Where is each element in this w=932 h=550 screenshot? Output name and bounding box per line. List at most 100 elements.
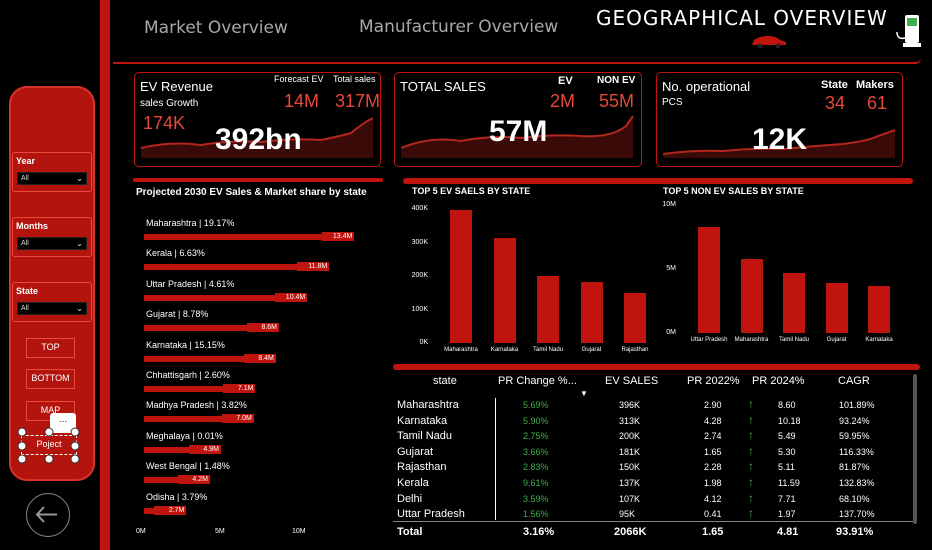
- section-divider: [133, 178, 383, 182]
- cell-pr-2024: 5.49: [778, 431, 796, 442]
- cell-ev-sales: 396K: [619, 400, 641, 410]
- x-tick: Karnataka: [490, 347, 519, 353]
- bar[interactable]: [144, 446, 221, 453]
- table-row[interactable]: [393, 430, 913, 445]
- x-tick: Karnataka: [865, 337, 893, 343]
- table-row[interactable]: [393, 415, 913, 430]
- bar[interactable]: [624, 292, 646, 343]
- ev-revenue-title: EV Revenue: [140, 79, 213, 94]
- months-select-value: All: [21, 240, 29, 247]
- col-header-state[interactable]: state: [433, 375, 457, 387]
- state-filter[interactable]: State All ⌄: [12, 282, 92, 322]
- bar[interactable]: [144, 325, 280, 332]
- cell-cagr: 68.10%: [839, 493, 870, 504]
- more-options-button[interactable]: ...: [50, 413, 76, 433]
- selection-handles: [17, 427, 80, 464]
- bar-label: Maharashtra | 19.17%: [146, 218, 235, 228]
- bar[interactable]: [144, 294, 308, 301]
- cell-pr-change: 5.69%: [523, 400, 549, 410]
- cell-state: Karnataka: [397, 414, 448, 427]
- total-sales-card: TOTAL SALES EV 2M NON EV 55M 57M: [394, 72, 642, 167]
- top-button[interactable]: TOP: [26, 338, 75, 358]
- bar[interactable]: [144, 386, 256, 392]
- bar[interactable]: [450, 210, 472, 343]
- bar[interactable]: [825, 283, 848, 333]
- year-filter[interactable]: Year All ⌄: [12, 152, 92, 192]
- y-tick: 0K: [419, 339, 428, 346]
- market-overview-link[interactable]: Market Overview: [144, 18, 288, 38]
- cell-ev-sales: 107K: [619, 493, 641, 504]
- ev-revenue-card: EV Revenue sales Growth 174K Forecast EV…: [134, 72, 381, 167]
- manufacturer-overview-link[interactable]: Manufacturer Overview: [359, 17, 559, 37]
- cell-state: Gujarat: [397, 445, 434, 458]
- cell-cagr: 93.24%: [839, 415, 870, 426]
- table-row[interactable]: [393, 446, 913, 461]
- col-header-ev-sales[interactable]: EV SALES: [605, 375, 659, 387]
- bar[interactable]: [537, 276, 559, 343]
- bar-value-label: 10.4M: [275, 292, 308, 302]
- total-sales-label: Total sales: [333, 74, 376, 84]
- cell-state: Kerala: [397, 477, 429, 489]
- cell-cagr: 132.83%: [839, 478, 875, 488]
- forecast-ev-value: 14M: [284, 91, 320, 111]
- total-sales-title: TOTAL SALES: [400, 79, 486, 94]
- months-filter[interactable]: Months All ⌄: [12, 217, 92, 257]
- bar[interactable]: [698, 226, 720, 333]
- y-tick: 400K: [411, 205, 428, 212]
- year-filter-label: Year: [16, 156, 36, 166]
- x-tick: Tamil Nadu: [778, 337, 809, 343]
- operational-sub: PCS: [662, 97, 683, 108]
- operational-card: No. operational PCS State 34 Makers 61 1…: [656, 72, 903, 167]
- bar[interactable]: [493, 238, 516, 343]
- section-divider: [403, 178, 913, 184]
- col-header-cagr[interactable]: CAGR: [838, 375, 870, 387]
- cell-pr-2022: 1.98: [704, 478, 722, 488]
- bar-value-label: 4.9M: [188, 444, 221, 454]
- cell-pr-2024: 8.60: [778, 400, 796, 410]
- state-select[interactable]: All ⌄: [17, 302, 87, 315]
- total-pr-change: 3.16%: [523, 526, 555, 538]
- cell-ev-sales: 181K: [619, 446, 641, 457]
- table-row[interactable]: [393, 461, 913, 476]
- back-button[interactable]: [26, 493, 70, 537]
- bar[interactable]: [868, 285, 890, 333]
- cell-pr-2024: 1.97: [778, 509, 796, 520]
- bar-value-label: 11.8M: [297, 262, 330, 272]
- total-sales-value: 57M: [489, 115, 548, 148]
- cell-pr-change: 2.75%: [523, 431, 549, 442]
- col-header-pr-2022[interactable]: PR 2022%: [687, 375, 740, 387]
- bar[interactable]: [144, 477, 210, 484]
- months-select[interactable]: All ⌄: [17, 237, 87, 250]
- bar[interactable]: [740, 258, 763, 333]
- sales-sparkline: [401, 115, 634, 158]
- bar[interactable]: [144, 416, 254, 423]
- page-title: GEOGRAPHICAL OVERVIEW: [596, 6, 888, 30]
- bar[interactable]: [144, 264, 330, 271]
- table-row[interactable]: [393, 477, 913, 492]
- total-divider: [393, 521, 913, 522]
- cell-pr-2024: 10.18: [778, 415, 801, 426]
- bar[interactable]: [144, 234, 355, 240]
- col-header-pr-2024[interactable]: PR 2024%: [752, 375, 805, 387]
- table-divider: [393, 364, 920, 370]
- bar[interactable]: [783, 272, 805, 333]
- x-tick: 5M: [215, 528, 225, 535]
- bar[interactable]: [580, 282, 603, 343]
- table-row[interactable]: [393, 399, 913, 414]
- y-tick: 5M: [666, 265, 676, 272]
- table-row[interactable]: [393, 493, 913, 508]
- total-label: Total: [397, 526, 423, 538]
- ev-revenue-value: 392bn: [215, 123, 302, 156]
- bar-label: Karnataka | 15.15%: [146, 339, 225, 350]
- bar[interactable]: [144, 355, 276, 362]
- charging-station-icon: [896, 15, 921, 47]
- col-header-pr-change[interactable]: PR Change %...: [498, 375, 577, 387]
- bottom-button[interactable]: BOTTOM: [26, 369, 75, 389]
- sales-growth-value: 174K: [143, 113, 186, 133]
- sort-down-icon[interactable]: ▼: [580, 389, 588, 398]
- total-sales-value: 317M: [335, 91, 381, 111]
- operational-value: 12K: [752, 123, 808, 156]
- cell-cagr: 137.70%: [839, 509, 875, 520]
- year-select[interactable]: All ⌄: [17, 172, 87, 185]
- table-scrollbar[interactable]: [913, 374, 917, 524]
